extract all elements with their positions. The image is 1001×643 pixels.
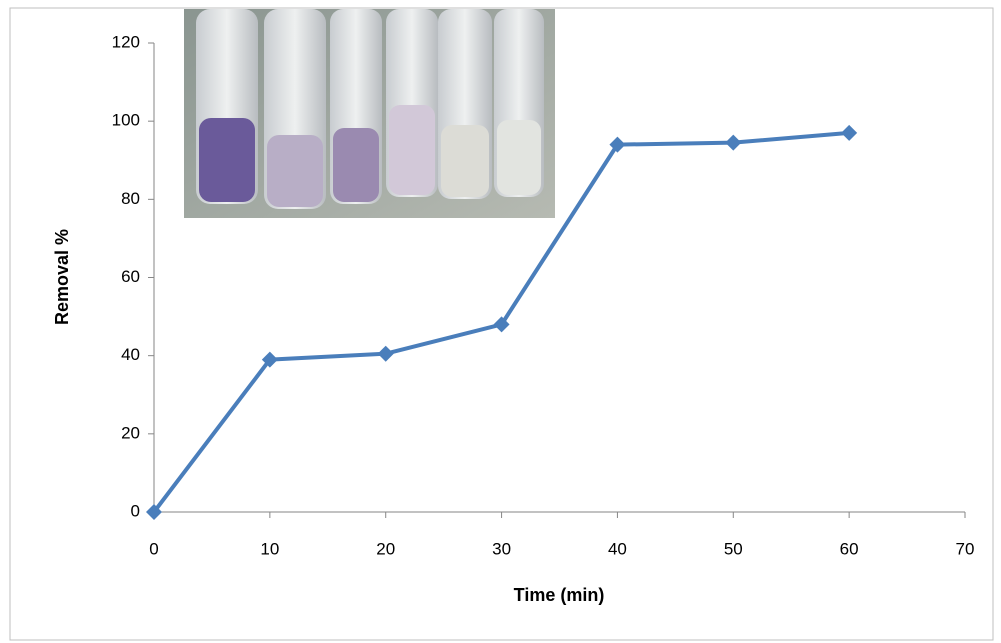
y-tick-label: 120 xyxy=(112,32,140,51)
y-tick-label: 60 xyxy=(121,267,140,286)
x-tick-label: 10 xyxy=(260,539,279,558)
x-tick-label: 60 xyxy=(840,539,859,558)
x-tick-label: 40 xyxy=(608,539,627,558)
inset-photo xyxy=(184,9,555,218)
x-axis-title: Time (min) xyxy=(514,585,605,605)
y-axis-title: Removal % xyxy=(52,229,72,325)
x-tick-label: 0 xyxy=(149,539,158,558)
y-tick-label: 20 xyxy=(121,423,140,442)
x-tick-label: 50 xyxy=(724,539,743,558)
y-tick-label: 100 xyxy=(112,111,140,130)
x-tick-label: 70 xyxy=(956,539,975,558)
x-tick-label: 30 xyxy=(492,539,511,558)
y-tick-label: 40 xyxy=(121,345,140,364)
x-tick-label: 20 xyxy=(376,539,395,558)
chart: Removal % Time (min) 0 20 40 60 80 100 120 0 10 2… xyxy=(0,0,1001,643)
y-tick-label: 80 xyxy=(121,189,140,208)
y-tick-label: 0 xyxy=(131,501,140,520)
